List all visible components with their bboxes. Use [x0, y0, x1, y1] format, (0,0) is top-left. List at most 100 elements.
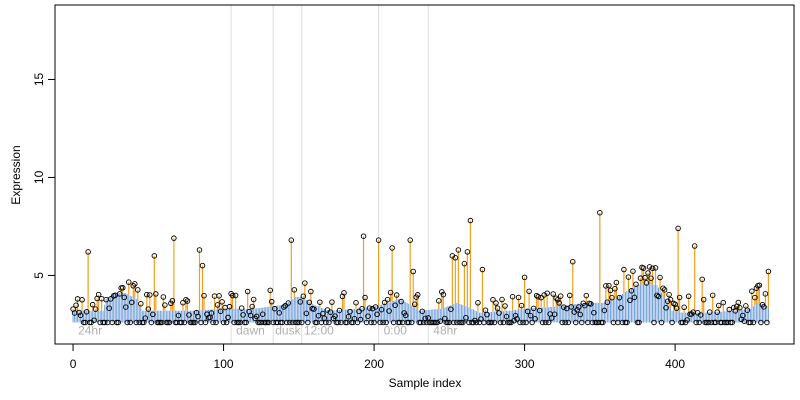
data-point	[520, 319, 526, 326]
data-point	[603, 283, 609, 289]
data-point	[630, 268, 636, 274]
data-point	[377, 319, 383, 326]
data-point	[311, 306, 317, 312]
data-point	[503, 313, 510, 320]
data-point	[649, 265, 656, 272]
data-point	[219, 299, 225, 305]
data-point	[223, 319, 230, 326]
data-point	[657, 274, 663, 281]
data-point	[380, 319, 386, 326]
data-point	[624, 319, 630, 326]
data-point	[378, 306, 385, 313]
data-point	[291, 287, 298, 293]
data-point	[335, 319, 341, 326]
data-point	[276, 310, 283, 316]
data-point	[667, 296, 674, 303]
data-point	[609, 294, 615, 301]
data-point	[332, 313, 338, 319]
data-point	[515, 294, 522, 301]
data-point	[199, 262, 206, 269]
time-annotation: dusk	[275, 324, 301, 338]
data-point	[407, 237, 413, 243]
data-point	[121, 294, 127, 301]
data-point	[720, 299, 727, 306]
data-point	[566, 292, 573, 299]
data-point	[499, 296, 505, 303]
data-point	[545, 319, 552, 326]
data-point	[296, 319, 302, 326]
data-point	[628, 288, 635, 294]
data-point	[765, 268, 772, 275]
data-point	[696, 319, 702, 326]
time-annotation: 48hr	[433, 324, 457, 338]
data-point	[365, 313, 371, 319]
x-tick-label: 0	[70, 357, 77, 371]
data-point	[579, 319, 585, 326]
data-point	[651, 319, 657, 326]
data-point	[147, 292, 153, 298]
data-point	[544, 290, 550, 296]
data-point	[606, 282, 612, 289]
data-point	[181, 319, 188, 326]
data-point	[496, 310, 502, 316]
data-point	[550, 291, 556, 297]
data-point	[655, 293, 662, 300]
data-point	[700, 296, 707, 303]
time-annotations: 24hr dawn dusk 12:00 0:00 48hr	[78, 324, 457, 338]
data-point	[491, 319, 498, 326]
data-point	[306, 299, 313, 306]
data-point	[127, 319, 134, 326]
data-point	[715, 302, 722, 309]
data-point	[405, 319, 412, 326]
x-axis: 0 100 200 300 400	[70, 343, 685, 371]
data-point	[381, 299, 388, 306]
data-point	[142, 315, 149, 321]
data-point	[607, 287, 614, 294]
data-point	[374, 311, 380, 318]
data-point	[601, 307, 608, 314]
data-point	[448, 306, 454, 312]
data-point	[527, 312, 534, 319]
data-point	[148, 319, 155, 326]
data-point	[116, 291, 123, 297]
y-axis: 5 10 15	[32, 72, 56, 279]
data-point	[299, 319, 305, 326]
data-point	[368, 319, 374, 326]
data-point	[693, 319, 699, 326]
baseline-area	[72, 283, 769, 323]
data-point	[612, 285, 618, 292]
time-annotation: 24hr	[78, 324, 102, 338]
data-point	[125, 279, 132, 285]
data-point	[681, 304, 687, 311]
data-point	[214, 302, 221, 308]
data-point	[764, 319, 770, 326]
data-point	[411, 301, 418, 308]
data-point	[341, 290, 347, 296]
data-point	[315, 313, 322, 319]
data-point	[345, 313, 352, 320]
data-point	[729, 319, 736, 326]
data-point	[675, 225, 681, 232]
data-point	[666, 291, 672, 298]
data-point	[548, 315, 555, 321]
data-point	[305, 319, 311, 326]
x-axis-title: Sample index	[389, 376, 462, 390]
data-point	[762, 291, 769, 297]
data-point	[758, 319, 764, 326]
data-point	[371, 319, 377, 326]
data-point	[220, 319, 227, 326]
data-point	[616, 294, 623, 301]
data-point	[573, 319, 579, 326]
data-point	[329, 299, 335, 305]
data-point	[115, 319, 121, 326]
data-point	[627, 297, 633, 304]
data-point	[281, 304, 287, 310]
data-point	[402, 312, 409, 319]
data-point	[196, 247, 203, 253]
data-point	[247, 312, 254, 319]
data-point	[570, 258, 576, 265]
data-point	[186, 312, 192, 318]
data-point	[327, 309, 334, 315]
data-point	[375, 237, 382, 243]
data-point	[271, 305, 278, 312]
